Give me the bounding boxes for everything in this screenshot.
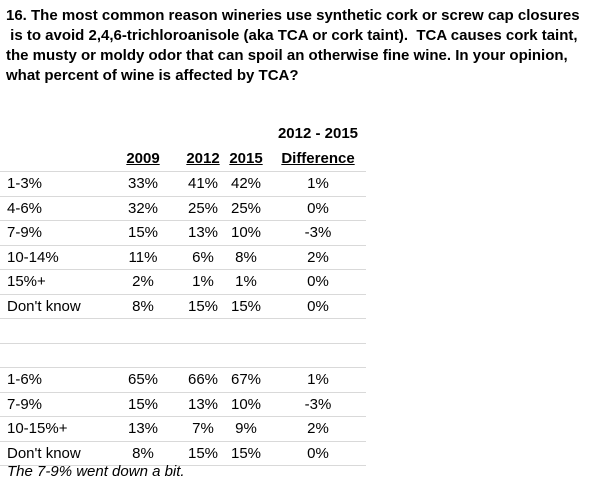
question-text: 16. The most common reason wineries use …	[6, 6, 609, 86]
value-2009: 15%	[127, 395, 159, 413]
value-difference: 0%	[307, 199, 329, 217]
row-gridline	[0, 293, 366, 295]
row-gridline	[0, 465, 366, 466]
value-2009: 32%	[127, 199, 159, 217]
value-2012: 13%	[187, 395, 219, 413]
value-2012: 66%	[187, 371, 219, 388]
row-label: 7-9%	[7, 395, 43, 413]
value-2015: 8%	[235, 248, 257, 266]
value-difference: 1%	[307, 371, 329, 388]
question-line-3: the musty or moldy odor that can spoil a…	[6, 47, 568, 64]
value-difference: 2%	[307, 248, 329, 266]
row-label: 7-9%	[7, 224, 43, 241]
value-2012: 13%	[187, 224, 219, 241]
row-label: Don't know	[7, 444, 81, 462]
value-2009: 2%	[132, 273, 154, 290]
row-gridline	[0, 171, 366, 172]
value-difference: 0%	[307, 297, 329, 315]
row-label: 10-14%	[7, 248, 59, 266]
question-line-4: what percent of wine is affected by TCA?	[6, 67, 299, 84]
value-2015: 42%	[230, 175, 262, 192]
value-2009: 65%	[127, 371, 159, 388]
row-gridline	[0, 391, 366, 393]
row-gridline	[0, 244, 366, 246]
row-label: Don't know	[7, 297, 81, 315]
value-2009: 33%	[127, 175, 159, 192]
value-2012: 6%	[192, 248, 214, 266]
value-2012: 7%	[192, 420, 214, 437]
value-difference: -3%	[304, 224, 332, 241]
row-gridline	[0, 342, 366, 344]
value-2009: 13%	[127, 420, 159, 437]
value-2009: 8%	[132, 444, 154, 462]
value-2012: 41%	[187, 175, 219, 192]
row-gridline	[0, 195, 366, 197]
header-2009: 2009	[126, 150, 160, 167]
question-line-2: is to avoid 2,4,6-trichloroanisole (aka …	[6, 27, 578, 44]
value-2015: 67%	[230, 371, 262, 388]
row-label: 10-15%+	[7, 420, 68, 437]
footnote: The 7-9% went down a bit.	[7, 463, 185, 480]
row-label: 1-6%	[7, 371, 43, 388]
row-gridline	[0, 440, 366, 442]
value-difference: 0%	[307, 273, 329, 290]
question-line-1: 16. The most common reason wineries use …	[6, 7, 580, 24]
value-2012: 15%	[187, 444, 219, 462]
row-gridline	[0, 220, 366, 221]
value-2009: 11%	[128, 248, 158, 266]
row-gridline	[0, 367, 366, 368]
value-2009: 8%	[132, 297, 154, 315]
value-2015: 9%	[235, 420, 257, 437]
value-2015: 15%	[230, 444, 262, 462]
value-2015: 25%	[230, 199, 262, 217]
value-2015: 15%	[230, 297, 262, 315]
header-2015: 2015	[229, 150, 263, 167]
row-gridline	[0, 269, 366, 270]
row-label: 15%+	[7, 273, 46, 290]
value-difference: 0%	[307, 444, 329, 462]
value-2009: 15%	[127, 224, 159, 241]
row-label: 1-3%	[7, 175, 43, 192]
row-label: 4-6%	[7, 199, 43, 217]
value-2015: 1%	[235, 273, 257, 290]
value-2012: 15%	[187, 297, 219, 315]
header-diff-range: 2012 - 2015	[277, 125, 359, 142]
value-difference: 2%	[307, 420, 329, 437]
row-gridline	[0, 318, 366, 319]
value-2015: 10%	[230, 224, 262, 241]
value-2012: 1%	[192, 273, 214, 290]
value-2015: 10%	[230, 395, 262, 413]
row-gridline	[0, 416, 366, 417]
header-2012: 2012	[186, 150, 220, 167]
value-difference: 1%	[307, 175, 329, 192]
value-2012: 25%	[187, 199, 219, 217]
value-difference: -3%	[304, 395, 332, 413]
header-difference: Difference	[281, 150, 355, 167]
